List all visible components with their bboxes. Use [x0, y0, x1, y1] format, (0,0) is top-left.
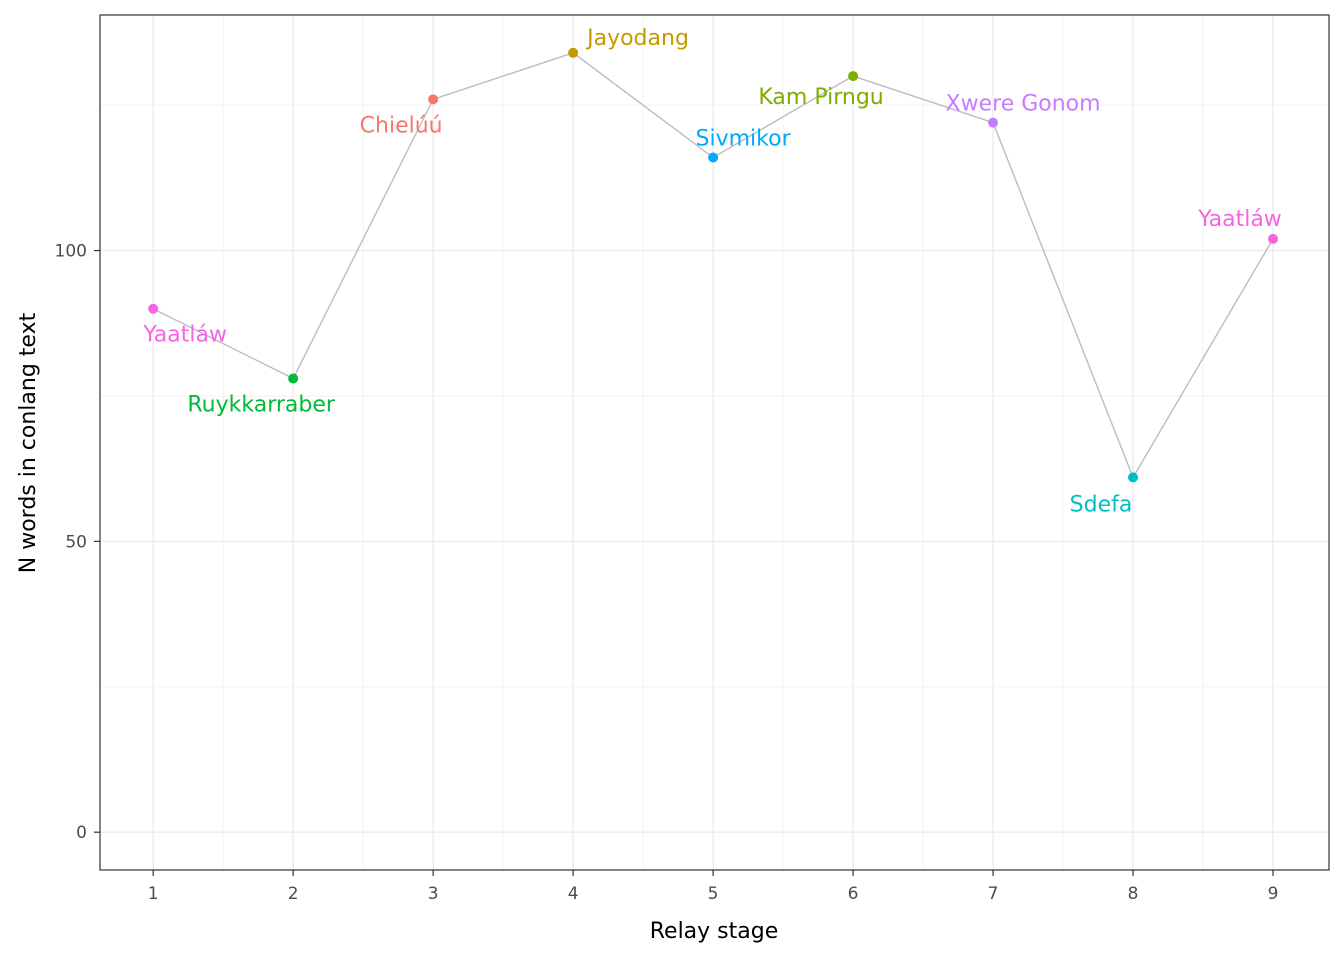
x-tick-label: 2: [288, 884, 299, 904]
data-point: [708, 152, 719, 163]
y-tick-label: 50: [65, 532, 87, 552]
y-tick-label: 100: [55, 242, 87, 262]
point-label: Ruykkarraber: [187, 393, 336, 418]
point-label: Yaatláw: [142, 323, 227, 348]
data-point: [288, 373, 299, 384]
x-axis-title: Relay stage: [650, 919, 779, 944]
x-tick-label: 4: [568, 884, 579, 904]
x-tick-label: 9: [1268, 884, 1279, 904]
point-label: Yaatláw: [1197, 207, 1282, 232]
data-point: [848, 71, 859, 82]
x-tick-label: 1: [148, 884, 159, 904]
data-point: [568, 47, 579, 58]
point-label: Kam Pirngu: [758, 85, 883, 110]
grid: [100, 15, 1329, 870]
data-point: [148, 303, 159, 314]
point-label: Xwere Gonom: [946, 92, 1101, 117]
x-tick-label: 8: [1128, 884, 1139, 904]
x-tick-label: 3: [428, 884, 439, 904]
x-tick-label: 5: [708, 884, 719, 904]
data-point: [1268, 233, 1279, 244]
y-axis-title: N words in conlang text: [16, 312, 41, 573]
y-tick-label: 0: [76, 823, 87, 843]
y-axis: 0 50 100: [55, 242, 100, 843]
panel-border: [99, 14, 1330, 871]
point-labels: Yaatláw Ruykkarraber Chielúú Jayodang Sivmik…: [142, 26, 1281, 518]
data-point: [988, 117, 999, 128]
x-tick-label: 6: [848, 884, 859, 904]
point-label: Jayodang: [585, 26, 689, 51]
x-tick-label: 7: [988, 884, 999, 904]
data-point: [428, 94, 439, 105]
x-axis: 1 2 3 4 5 6 7 8 9: [148, 870, 1279, 904]
point-label: Sivmikor: [696, 127, 792, 152]
point-label: Sdefa: [1070, 492, 1133, 517]
data-point: [1128, 472, 1139, 483]
data-points: [148, 47, 1279, 483]
point-label: Chielúú: [360, 113, 443, 138]
